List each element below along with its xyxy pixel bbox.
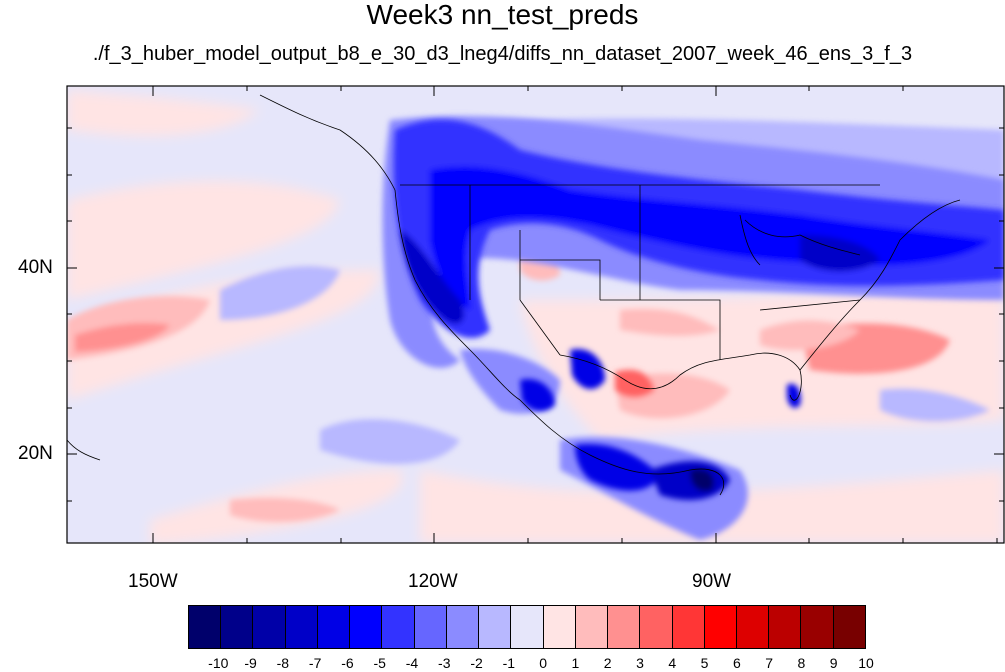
colorbar-box [833, 606, 865, 648]
colorbar-label: -3 [438, 655, 451, 671]
colorbar-label: 6 [732, 655, 741, 671]
colorbar-box [736, 606, 770, 648]
colorbar-label: 0 [539, 655, 548, 671]
map-title: Week3 nn_test_preds [366, 0, 639, 30]
map-panel [66, 85, 1005, 544]
colorbar-label: -5 [373, 655, 386, 671]
colorbar-box [446, 606, 480, 648]
colorbar-box [253, 606, 286, 648]
anomaly-field [67, 86, 1004, 543]
colorbar-label: 4 [668, 655, 677, 671]
colorbar-box [672, 606, 705, 648]
colorbar-box [414, 606, 447, 648]
colorbar-box [608, 606, 641, 648]
colorbar-label: 1 [571, 655, 580, 671]
colorbar-box [543, 606, 576, 648]
colorbar-label: -6 [341, 655, 354, 671]
colorbar-box [382, 606, 415, 648]
axis-ticks [67, 86, 1004, 543]
colorbar-label: -2 [470, 655, 483, 671]
colorbar-box [285, 606, 318, 648]
colorbar-box [769, 606, 802, 648]
colorbar-box [221, 606, 254, 648]
colorbar-box [801, 606, 834, 648]
lat-label-20n: 20N [18, 443, 53, 464]
colorbar-box [575, 606, 609, 648]
colorbar-label: -8 [276, 655, 290, 671]
colorbar [188, 605, 866, 649]
lon-label-120w: 120W [408, 571, 458, 592]
colorbar-label: 3 [636, 655, 644, 671]
colorbar-label: 9 [829, 655, 838, 671]
lat-label-40n: 40N [18, 257, 53, 278]
colorbar-label: -4 [405, 655, 419, 671]
lon-label-90w: 90W [692, 571, 732, 592]
colorbar-label: 8 [797, 655, 806, 671]
colorbar-box [317, 606, 351, 648]
colorbar-label: 7 [765, 655, 774, 671]
colorbar-label: -7 [308, 655, 322, 671]
colorbar-box [704, 606, 737, 648]
colorbar-label: 2 [603, 655, 612, 671]
colorbar-label: -1 [502, 655, 516, 671]
map-subtitle: ./f_3_huber_model_output_b8_e_30_d3_lneg… [92, 43, 913, 65]
colorbar-box [479, 606, 512, 648]
colorbar-box [640, 606, 673, 648]
colorbar-box [350, 606, 383, 648]
colorbar-label: 5 [700, 655, 709, 671]
lon-label-150w: 150W [128, 571, 178, 592]
colorbar-box [189, 606, 222, 648]
colorbar-box [511, 606, 544, 648]
colorbar-label: -10 [208, 655, 229, 671]
colorbar-label: 10 [858, 655, 874, 671]
colorbar-label: -9 [244, 655, 257, 671]
